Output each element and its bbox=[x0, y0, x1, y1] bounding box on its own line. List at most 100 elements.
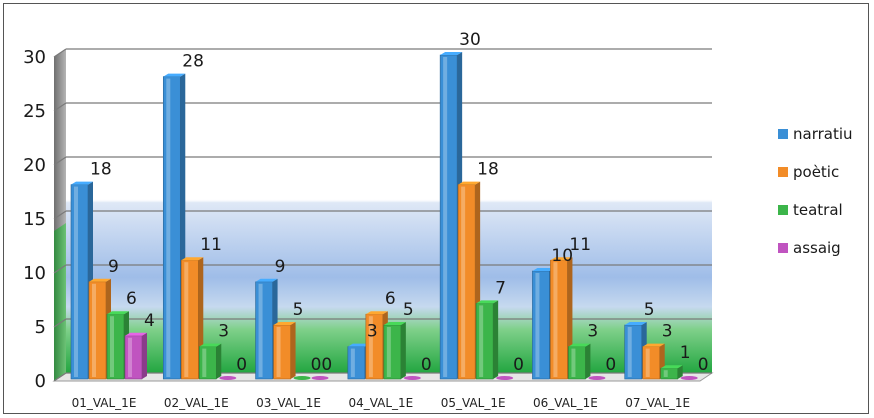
y-tick-label: 5 bbox=[35, 317, 46, 338]
bar-poètic-05_VAL_1E bbox=[457, 184, 476, 380]
bar-top-poètic-02_VAL_1E bbox=[181, 257, 204, 261]
x-tick-label: 01_VAL_1E bbox=[72, 396, 137, 410]
bar-assaig-01_VAL_1E bbox=[124, 335, 143, 380]
bar-poètic-07_VAL_1E bbox=[642, 346, 661, 380]
bar-zero-assaig-03_VAL_1E bbox=[311, 376, 329, 380]
data-label-teatral-02_VAL_1E: 3 bbox=[218, 322, 229, 342]
bar-highlight-poètic-01_VAL_1E bbox=[92, 283, 96, 377]
legend-label-teatral: teatral bbox=[793, 201, 843, 219]
bar-top-teatral-02_VAL_1E bbox=[199, 343, 222, 347]
bar-highlight-poètic-06_VAL_1E bbox=[553, 262, 558, 377]
bar-highlight-narratiu-05_VAL_1E bbox=[443, 57, 448, 377]
bar-zero-assaig-06_VAL_1E bbox=[588, 376, 606, 380]
data-label-teatral-04_VAL_1E: 5 bbox=[403, 300, 414, 320]
bar-highlight-narratiu-03_VAL_1E bbox=[258, 283, 263, 377]
bar-side-poètic-03_VAL_1E bbox=[290, 322, 296, 379]
bar-top-narratiu-04_VAL_1E bbox=[347, 343, 370, 347]
x-axis-ticks: 01_VAL_1E 02_VAL_1E 03_VAL_1E 04_VAL_1E 05_V… bbox=[72, 396, 691, 410]
bar-top-teatral-01_VAL_1E bbox=[107, 311, 129, 315]
bar-top-poètic-04_VAL_1E bbox=[365, 311, 388, 315]
data-label-assaig-02_VAL_1E: 0 bbox=[236, 355, 247, 375]
data-label-narratiu-03_VAL_1E: 9 bbox=[275, 257, 286, 277]
bar-top-poètic-05_VAL_1E bbox=[458, 181, 481, 185]
data-label-narratiu-05_VAL_1E: 30 bbox=[459, 30, 481, 50]
gridline-side bbox=[53, 264, 67, 274]
data-label-assaig-06_VAL_1E: 0 bbox=[605, 355, 616, 375]
bar-top-poètic-03_VAL_1E bbox=[273, 322, 296, 325]
bar-side-teatral-04_VAL_1E bbox=[400, 322, 406, 379]
data-label-poètic-04_VAL_1E: 6 bbox=[385, 289, 396, 309]
bar-teatral-01_VAL_1E bbox=[106, 313, 125, 380]
gridline-side bbox=[53, 48, 67, 58]
gridline-side bbox=[53, 156, 67, 166]
bar-top-teatral-04_VAL_1E bbox=[383, 322, 406, 325]
legend-swatch-assaig bbox=[778, 243, 788, 253]
gridline-side bbox=[53, 102, 67, 112]
bar-top-teatral-07_VAL_1E bbox=[660, 365, 683, 369]
bar-top-narratiu-02_VAL_1E bbox=[163, 73, 186, 77]
legend: narratiu poètic teatral assaig bbox=[778, 125, 853, 257]
bar-zero-assaig-07_VAL_1E bbox=[680, 376, 698, 380]
gridline-side bbox=[53, 210, 67, 220]
bar-narratiu-04_VAL_1E bbox=[347, 346, 366, 380]
y-tick-label: 0 bbox=[35, 371, 46, 392]
data-label-teatral-06_VAL_1E: 3 bbox=[587, 322, 598, 342]
legend-label-assaig: assaig bbox=[793, 239, 841, 257]
y-tick-label: 25 bbox=[23, 101, 46, 122]
data-label-poètic-05_VAL_1E: 18 bbox=[477, 160, 499, 180]
chart-frame: 0 5 10 15 20 25 30 18 9 6 4 28 11 3 0 9 5 00 3 6 5 0 30 18 7 0 10… bbox=[3, 3, 869, 414]
bar-zero-assaig-05_VAL_1E bbox=[496, 376, 514, 380]
bar-highlight-teatral-01_VAL_1E bbox=[110, 316, 114, 377]
bar-highlight-narratiu-02_VAL_1E bbox=[166, 78, 171, 377]
bars bbox=[70, 52, 698, 380]
bar-side-teatral-06_VAL_1E bbox=[585, 343, 591, 379]
gridline-side bbox=[53, 372, 67, 382]
legend-swatch-narratiu bbox=[778, 129, 788, 139]
data-label-narratiu-01_VAL_1E: 18 bbox=[90, 160, 112, 180]
bar-zero-assaig-04_VAL_1E bbox=[403, 376, 421, 380]
bar-zero-assaig-02_VAL_1E bbox=[219, 376, 237, 380]
data-label-poètic-07_VAL_1E: 3 bbox=[662, 322, 673, 342]
x-tick-label: 02_VAL_1E bbox=[164, 396, 229, 410]
data-label-teatral-05_VAL_1E: 7 bbox=[495, 278, 506, 298]
data-label-teatral-07_VAL_1E: 1 bbox=[680, 343, 691, 363]
bar-top-poètic-07_VAL_1E bbox=[642, 343, 665, 347]
bar-poètic-06_VAL_1E bbox=[550, 259, 568, 380]
bar-teatral-07_VAL_1E bbox=[660, 367, 679, 380]
y-tick-label: 15 bbox=[23, 209, 46, 230]
bar-highlight-teatral-02_VAL_1E bbox=[202, 348, 207, 377]
bar-highlight-poètic-04_VAL_1E bbox=[368, 316, 373, 377]
bar-highlight-teatral-05_VAL_1E bbox=[479, 305, 484, 377]
legend-swatch-poètic bbox=[778, 167, 788, 177]
bar-zero-teatral-03_VAL_1E bbox=[293, 376, 311, 380]
bar-highlight-assaig-01_VAL_1E bbox=[128, 337, 132, 377]
bar-narratiu-05_VAL_1E bbox=[439, 54, 458, 380]
bar-side-teatral-07_VAL_1E bbox=[677, 365, 683, 379]
side-wall-lower bbox=[54, 223, 66, 381]
bar-highlight-poètic-02_VAL_1E bbox=[184, 262, 189, 377]
data-label-narratiu-07_VAL_1E: 5 bbox=[644, 300, 655, 320]
bar-top-assaig-01_VAL_1E bbox=[125, 332, 147, 336]
bar-narratiu-02_VAL_1E bbox=[162, 76, 181, 380]
bar-top-narratiu-07_VAL_1E bbox=[624, 322, 647, 325]
bar-teatral-06_VAL_1E bbox=[568, 346, 586, 380]
data-label-assaig-01_VAL_1E: 4 bbox=[144, 311, 155, 331]
x-tick-label: 03_VAL_1E bbox=[256, 396, 321, 410]
bar-narratiu-03_VAL_1E bbox=[255, 281, 273, 380]
data-label-narratiu-04_VAL_1E: 3 bbox=[367, 322, 378, 342]
x-tick-label: 05_VAL_1E bbox=[441, 396, 506, 410]
data-label-narratiu-06_VAL_1E: 10 bbox=[551, 246, 573, 266]
bar-poètic-03_VAL_1E bbox=[273, 324, 291, 380]
bar-top-narratiu-05_VAL_1E bbox=[440, 52, 463, 55]
data-label-assaig-05_VAL_1E: 0 bbox=[513, 355, 524, 375]
bar-teatral-02_VAL_1E bbox=[198, 346, 217, 380]
bar-highlight-narratiu-06_VAL_1E bbox=[535, 273, 540, 377]
bar-narratiu-07_VAL_1E bbox=[624, 324, 643, 380]
legend-label-poètic: poètic bbox=[793, 163, 839, 181]
y-tick-label: 10 bbox=[23, 263, 46, 284]
data-label-assaig-04_VAL_1E: 0 bbox=[421, 355, 432, 375]
y-tick-label: 20 bbox=[23, 155, 46, 176]
bar-highlight-poètic-07_VAL_1E bbox=[645, 348, 650, 377]
